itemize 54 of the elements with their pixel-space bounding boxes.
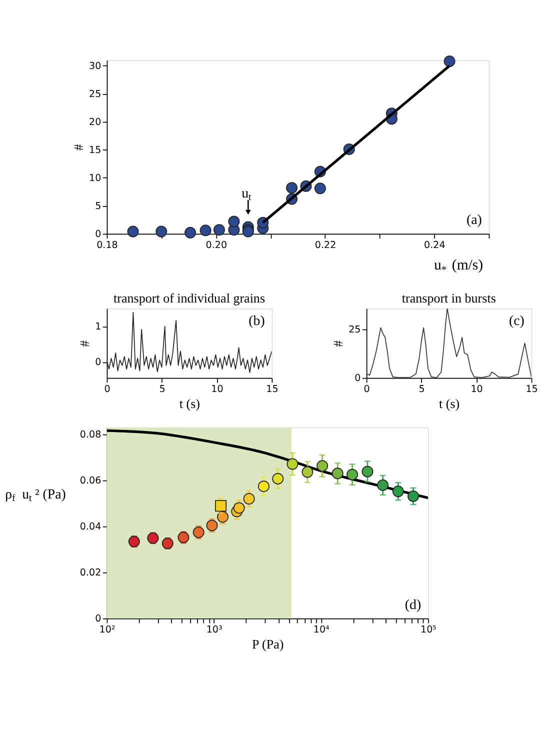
annotation: (b) xyxy=(248,314,266,329)
annotation: (a) xyxy=(466,213,482,228)
x-tick-label: 10⁴ xyxy=(313,624,330,636)
y-tick-label: 0.08 xyxy=(80,429,102,440)
y-tick-label: 20 xyxy=(88,116,102,128)
y-axis-title: # xyxy=(70,144,86,151)
x-tick-label: 15 xyxy=(526,384,538,396)
point xyxy=(156,226,168,238)
y-tick-label: 1 xyxy=(95,321,102,332)
x-tick-label: 0.20 xyxy=(206,240,228,252)
y-tick-label: 0 xyxy=(95,356,102,368)
line-series xyxy=(106,312,272,374)
y-tick-label: 0 xyxy=(95,228,102,240)
point xyxy=(184,226,196,238)
x-tick-label: 10 xyxy=(211,384,224,396)
y-axis-title: # xyxy=(76,340,92,347)
x-axis-title: u* (m/s) xyxy=(434,257,484,276)
annotation: (d) xyxy=(404,598,422,613)
x-tick-label: 0 xyxy=(104,384,110,396)
chart-title: transport of individual grains xyxy=(114,290,266,306)
point xyxy=(200,224,212,236)
point xyxy=(444,56,456,67)
y-tick-label: 30 xyxy=(88,60,102,72)
annotation: (c) xyxy=(509,314,525,329)
x-tick-label: 10² xyxy=(99,624,116,636)
x-axis-title: t (s) xyxy=(439,396,460,411)
y-tick-label: 25 xyxy=(88,88,102,100)
x-tick-label: 0.24 xyxy=(424,240,446,252)
y-tick-label: 0.02 xyxy=(80,567,102,578)
point xyxy=(314,182,326,194)
point xyxy=(127,226,139,238)
y-tick-label: 5 xyxy=(95,200,102,212)
y-axis-title: # xyxy=(330,340,346,347)
point xyxy=(213,224,225,236)
x-tick-label: 10 xyxy=(470,384,483,396)
x-tick-label: 0 xyxy=(364,384,370,396)
x-axis-title: P (Pa) xyxy=(252,636,284,652)
x-tick-label: 15 xyxy=(266,384,278,396)
y-tick-label: 0.06 xyxy=(80,475,102,486)
x-tick-label: 10⁵ xyxy=(420,624,437,636)
point xyxy=(228,216,240,228)
x-axis-title: t (s) xyxy=(179,396,200,411)
x-tick-label: 0.22 xyxy=(314,240,336,252)
y-tick-label: 25 xyxy=(348,324,361,336)
x-tick-label: 5 xyxy=(418,384,425,396)
chart-title: transport in bursts xyxy=(402,290,496,306)
point xyxy=(286,182,298,194)
y-tick-label: 0 xyxy=(95,613,102,624)
x-tick-label: 10³ xyxy=(206,624,222,636)
x-tick-label: 0.18 xyxy=(96,240,118,252)
y-tick-label: 10 xyxy=(88,172,102,184)
x-tick-label: 5 xyxy=(159,384,166,396)
y-tick-label: 15 xyxy=(88,144,102,156)
y-tick-label: 0.04 xyxy=(80,521,102,532)
